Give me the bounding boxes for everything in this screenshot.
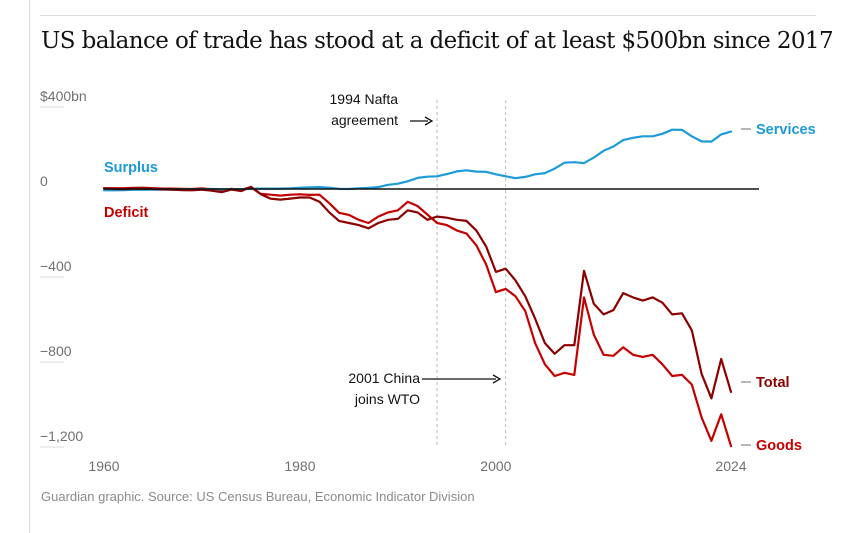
series-end-label-goods: Goods <box>756 438 802 454</box>
series-end-label-total: Total <box>756 375 790 391</box>
arrow-head-icon <box>492 374 502 384</box>
y-tick-label: −800 <box>40 343 72 359</box>
surplus-label: Surplus <box>104 160 158 176</box>
series-end-label-services: Services <box>756 122 816 138</box>
chart-title: US balance of trade has stood at a defic… <box>41 28 834 54</box>
left-rule <box>29 0 30 533</box>
annotation-text: 2001 China <box>348 370 420 386</box>
y-tick-label: −1,200 <box>40 428 83 444</box>
deficit-label: Deficit <box>104 205 148 221</box>
series-line-total <box>102 185 733 400</box>
x-tick-label: 2024 <box>715 458 746 474</box>
source-note: Guardian graphic. Source: US Census Bure… <box>41 489 475 504</box>
y-tick-label: 0 <box>40 173 48 189</box>
x-tick-label: 1960 <box>88 458 119 474</box>
tick-layer: $400bn 0 −400 −800 −1,200 1960 1980 2000 2024 <box>40 88 747 474</box>
x-tick-label: 1980 <box>284 458 315 474</box>
x-tick-label: 2000 <box>480 458 511 474</box>
annotation-text: joins WTO <box>354 391 420 407</box>
series-end-labels: Services Total Goods <box>741 122 816 454</box>
y-tick-label: $400bn <box>40 88 87 104</box>
grid-layer <box>40 106 64 448</box>
y-tick-label: −400 <box>40 258 72 274</box>
annotation-text: 1994 Nafta <box>330 91 399 107</box>
series-line-goods <box>102 186 733 448</box>
series-line-services <box>102 128 733 192</box>
annotation-text: agreement <box>331 112 398 128</box>
top-rule <box>40 15 816 16</box>
arrow-head-icon <box>424 116 434 126</box>
annotation-layer: 1994 Nafta agreement 2001 China joins WTO <box>330 91 507 445</box>
